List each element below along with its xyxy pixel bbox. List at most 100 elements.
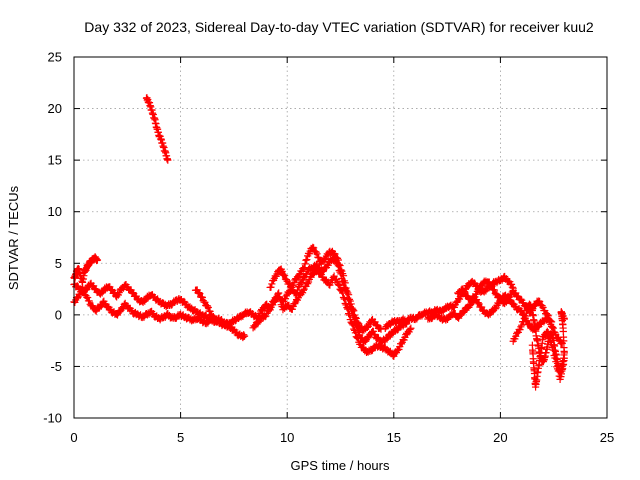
data-point (334, 280, 342, 289)
data-point (341, 279, 349, 287)
data-point (536, 297, 544, 306)
data-point (371, 318, 379, 326)
data-point (371, 330, 379, 339)
data-point (93, 256, 102, 264)
data-point (560, 354, 568, 362)
data-point (107, 285, 116, 294)
data-point (326, 281, 334, 289)
data-point (350, 307, 358, 315)
data-point (545, 333, 553, 341)
x-tick-label: 0 (70, 430, 77, 445)
x-tick-label: 5 (177, 430, 184, 445)
data-point (305, 250, 313, 258)
data-point (262, 312, 270, 320)
data-point (85, 297, 93, 305)
data-point (400, 336, 408, 344)
data-point (395, 345, 403, 354)
data-point (347, 300, 355, 308)
x-tick-label: 20 (493, 430, 507, 445)
data-point (544, 312, 552, 320)
data-point (206, 307, 214, 315)
data-point (313, 250, 321, 258)
data-point (342, 284, 350, 292)
y-tick-label: 15 (48, 153, 62, 168)
data-point (275, 289, 283, 297)
data-point (551, 354, 559, 362)
data-point (274, 290, 282, 298)
y-tick-label: 25 (48, 50, 62, 65)
x-tick-label: 25 (600, 430, 614, 445)
chart-title: Day 332 of 2023, Sidereal Day-to-day VTE… (84, 19, 594, 35)
series-5 (142, 94, 172, 164)
data-point (350, 325, 358, 333)
data-point (240, 332, 249, 340)
data-point (511, 335, 519, 343)
series-1 (70, 253, 102, 287)
data-point (406, 325, 414, 334)
data-point (548, 323, 557, 331)
data-point (407, 324, 415, 332)
data-point (335, 281, 343, 289)
data-point (546, 316, 554, 325)
data-point (198, 293, 206, 301)
data-point (331, 250, 339, 258)
y-tick-label: -5 (50, 359, 62, 374)
data-point (474, 299, 482, 307)
data-point (304, 278, 313, 286)
series-6 (236, 255, 411, 347)
data-point (288, 305, 296, 313)
data-point (164, 156, 172, 164)
data-point (478, 303, 486, 311)
data-point (543, 327, 551, 335)
data-point (289, 281, 297, 289)
data-point (264, 307, 273, 315)
data-point (549, 346, 557, 354)
data-point (560, 315, 568, 323)
data-point (546, 334, 554, 342)
data-point (505, 295, 513, 304)
data-point (299, 286, 308, 294)
data-point (204, 303, 212, 312)
data-point (353, 333, 361, 342)
data-point (337, 266, 345, 274)
data-point (518, 307, 526, 315)
data-point (472, 290, 481, 298)
data-point (129, 288, 137, 297)
data-point (377, 325, 385, 333)
data-points (70, 94, 568, 391)
data-point (348, 319, 356, 328)
data-point (549, 324, 557, 332)
data-point (342, 301, 350, 309)
data-point (195, 288, 203, 297)
data-point (512, 289, 520, 297)
y-tick-label: -10 (43, 411, 62, 426)
x-tick-label: 10 (280, 430, 294, 445)
data-point (351, 329, 360, 337)
data-point (460, 288, 469, 296)
data-point (301, 260, 309, 268)
series-8 (266, 243, 385, 334)
y-tick-label: 5 (55, 256, 62, 271)
data-point (352, 314, 360, 322)
data-point (90, 282, 98, 290)
series-13 (528, 308, 568, 391)
data-point (507, 280, 516, 288)
series-4 (191, 286, 249, 342)
grid (74, 57, 607, 418)
data-point (552, 358, 560, 366)
x-tick-label: 15 (387, 430, 401, 445)
x-axis-label: GPS time / hours (291, 458, 390, 473)
data-point (336, 261, 344, 270)
data-point (543, 311, 551, 319)
data-point (281, 295, 290, 303)
data-point (276, 296, 284, 304)
data-point (267, 283, 275, 291)
data-point (351, 313, 360, 322)
data-point (302, 256, 310, 264)
data-point (349, 321, 357, 329)
tick-marks (73, 56, 608, 419)
data-point (504, 296, 512, 305)
data-point (345, 291, 353, 299)
data-point (450, 303, 458, 311)
data-point (516, 326, 524, 334)
